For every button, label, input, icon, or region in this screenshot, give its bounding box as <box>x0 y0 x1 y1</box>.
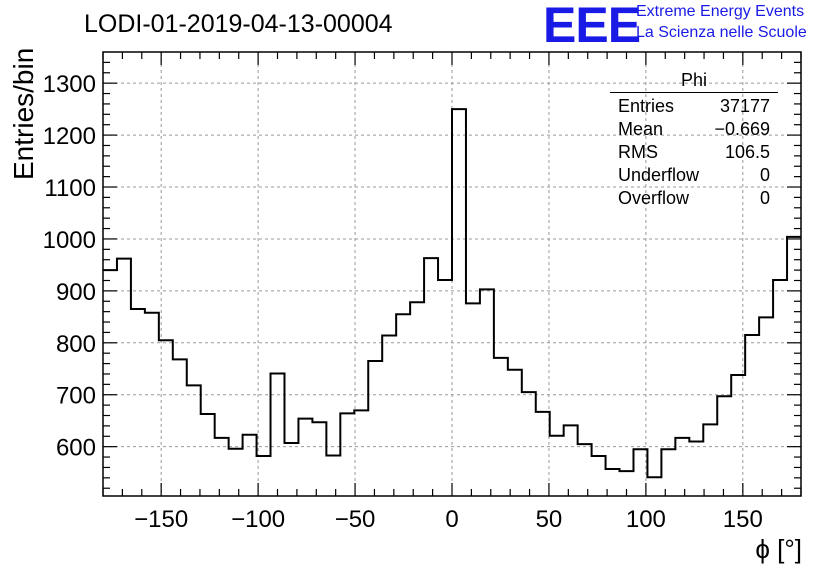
stats-value: 0 <box>759 165 770 185</box>
histogram-bin <box>536 412 550 496</box>
stats-row-underflow: Underflow 0 <box>610 164 778 187</box>
x-tick-label: −50 <box>335 506 376 533</box>
histogram-bin <box>550 436 564 496</box>
x-tick-label: 100 <box>626 506 666 533</box>
stats-row-entries: Entries 37177 <box>610 95 778 118</box>
histogram-bin <box>312 422 326 496</box>
histogram-bin <box>438 280 452 496</box>
histogram-bin <box>354 410 368 496</box>
chart-title: LODI-01-2019-04-13-00004 <box>84 10 393 38</box>
y-tick-label: 1100 <box>44 175 96 202</box>
histogram-bin <box>298 419 312 496</box>
histogram-bin <box>745 335 759 496</box>
histogram-bin <box>382 336 396 496</box>
histogram-bin <box>243 435 257 496</box>
x-tick-label: 150 <box>723 506 763 533</box>
histogram-bin <box>215 438 229 496</box>
x-axis-label: ϕ [°] <box>755 534 802 564</box>
x-tick-label: −150 <box>134 506 188 533</box>
histogram-bin <box>229 449 243 496</box>
histogram-bin <box>201 414 215 496</box>
histogram-bin <box>508 370 522 496</box>
logo-line-2: La Scienza nelle Scuole <box>636 24 807 41</box>
stats-label: Overflow <box>618 188 690 208</box>
logo-line-1: Extreme Energy Events <box>636 3 805 20</box>
histogram-bin <box>340 413 354 496</box>
stats-row-rms: RMS 106.5 <box>610 141 778 164</box>
y-tick-label: 1200 <box>43 123 96 150</box>
histogram-bin <box>564 425 578 496</box>
y-tick-label: 600 <box>56 435 96 462</box>
histogram-bin <box>187 385 201 496</box>
histogram-bin <box>396 314 410 496</box>
histogram-bin <box>145 313 159 496</box>
histogram-bin <box>661 449 675 496</box>
histogram-bin <box>271 373 285 496</box>
histogram-bin <box>452 109 466 496</box>
histogram-bin <box>592 456 606 496</box>
y-tick-label: 900 <box>56 279 96 306</box>
stats-title: Phi <box>610 70 778 93</box>
stats-value: 0 <box>759 188 770 208</box>
y-tick-label: 800 <box>56 331 96 358</box>
stats-label: Mean <box>618 119 664 139</box>
histogram-bin <box>480 289 494 496</box>
histogram-bin <box>410 302 424 496</box>
histogram-series <box>103 108 801 479</box>
histogram-bin <box>731 375 745 496</box>
histogram-bin <box>647 477 661 496</box>
histogram-bin <box>703 424 717 496</box>
histogram-bin <box>494 358 508 496</box>
histogram-bin <box>131 309 145 496</box>
eee-logo: EEE <box>543 0 641 53</box>
stats-value: 37177 <box>719 96 770 116</box>
stats-label: RMS <box>618 142 658 162</box>
histogram-bin <box>717 396 731 496</box>
histogram-bin <box>326 455 340 496</box>
stats-value: −0.669 <box>714 119 770 139</box>
stats-label: Entries <box>618 96 675 116</box>
histogram-bin <box>466 303 480 496</box>
x-tick-label: 0 <box>445 506 458 533</box>
histogram-bin <box>675 438 689 496</box>
histogram-bin <box>689 441 703 496</box>
histogram-bin <box>103 270 117 496</box>
x-tick-label: −100 <box>231 506 285 533</box>
histogram-bin <box>773 280 787 496</box>
histogram-bin <box>578 444 592 496</box>
stats-value: 106.5 <box>724 142 770 162</box>
stats-row-overflow: Overflow 0 <box>610 187 778 210</box>
histogram-bin <box>522 392 536 496</box>
histogram-bin <box>368 361 382 496</box>
y-tick-label: 1000 <box>43 227 96 254</box>
histogram-bin <box>284 443 298 496</box>
stats-row-mean: Mean −0.669 <box>610 118 778 141</box>
histogram-bin <box>173 359 187 496</box>
y-tick-label: 1300 <box>43 71 96 98</box>
histogram-bin <box>424 258 438 496</box>
stats-box: Phi Entries 37177 Mean −0.669 RMS 106.5 … <box>610 70 778 210</box>
histogram-bin <box>159 340 173 496</box>
stats-label: Underflow <box>618 165 700 185</box>
histogram-bin <box>117 259 131 496</box>
y-tick-label: 700 <box>56 383 96 410</box>
x-tick-label: 50 <box>536 506 563 533</box>
histogram-bin <box>759 317 773 496</box>
